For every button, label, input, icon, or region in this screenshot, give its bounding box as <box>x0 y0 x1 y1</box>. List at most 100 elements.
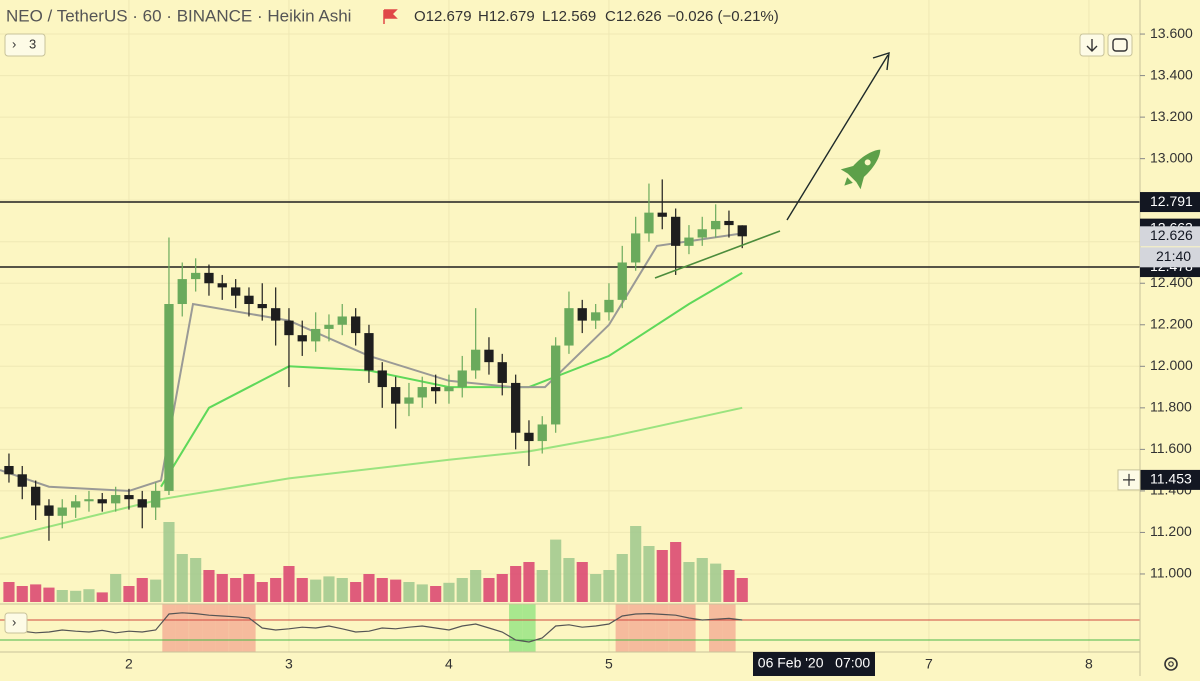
candle-body <box>364 333 374 371</box>
candle-body <box>711 220 721 230</box>
candle-body <box>457 370 467 388</box>
price-label: 12.791 <box>1150 193 1193 209</box>
volume-bar <box>296 578 308 602</box>
oscillator-zone <box>215 604 229 652</box>
y-tick-label: 12.400 <box>1150 274 1193 290</box>
candle-body <box>84 499 94 502</box>
settings-button[interactable] <box>1164 657 1178 671</box>
volume-bar <box>216 574 228 602</box>
volume-bar <box>470 570 482 602</box>
candle-body <box>431 387 441 392</box>
volume-bar <box>736 578 748 602</box>
y-tick-label: 13.200 <box>1150 108 1193 124</box>
volume-bar <box>510 566 522 602</box>
chevron: › <box>12 36 16 51</box>
volume-bar <box>616 554 628 602</box>
candle-body <box>631 233 641 263</box>
indicator-count[interactable]: 3 <box>29 36 36 51</box>
volume-bar <box>416 584 428 602</box>
volume-bar <box>683 562 695 602</box>
candle-body <box>497 362 507 383</box>
volume-bar <box>83 589 95 602</box>
volume-bar <box>96 592 108 602</box>
candle-body <box>284 320 294 336</box>
x-tick-label: 8 <box>1085 656 1093 672</box>
candle-body <box>271 308 281 321</box>
oscillator-zone <box>202 604 216 652</box>
y-tick-label: 13.400 <box>1150 66 1193 82</box>
price-label-bg <box>1140 226 1200 247</box>
volume-bar <box>710 563 722 602</box>
volume-bar <box>483 578 495 602</box>
volume-bar <box>630 526 642 602</box>
candle-body <box>644 212 654 234</box>
candle-body <box>657 212 667 217</box>
y-tick-label: 11.000 <box>1150 565 1192 581</box>
indicators-button[interactable]: › 3 <box>4 33 46 57</box>
candle-body <box>684 237 694 246</box>
volume-bar <box>323 576 335 602</box>
volume-bar <box>550 539 562 602</box>
oscillator-zone <box>229 604 243 652</box>
volume-bar <box>456 578 468 602</box>
x-tick-label: 7 <box>925 656 933 672</box>
candle-body <box>404 397 414 404</box>
volume-bar <box>723 570 735 602</box>
candle-body <box>444 387 454 392</box>
candle-body <box>671 216 681 246</box>
oscillator-zone <box>175 604 189 652</box>
ohlc-close: C12.626 <box>605 8 662 25</box>
candle-body <box>511 382 521 433</box>
volume-bar <box>310 579 322 602</box>
y-tick-label: 12.200 <box>1150 315 1193 331</box>
candle-body <box>297 335 307 342</box>
volume-bar <box>390 579 402 602</box>
price-label: 12.626 <box>1150 227 1193 243</box>
candle-body <box>697 229 707 238</box>
volume-bar <box>163 522 175 602</box>
candle-body <box>71 501 81 508</box>
candle-body <box>44 505 54 516</box>
volume-bar <box>496 574 508 602</box>
y-tick-label: 11.600 <box>1150 440 1192 456</box>
candle-body <box>217 283 227 288</box>
ohlc-change: −0.026 (−0.21%) <box>667 8 779 25</box>
candle-body <box>377 370 387 388</box>
oscillator-zone <box>682 604 696 652</box>
price-label-bg <box>1140 469 1200 490</box>
candle-body <box>244 295 254 305</box>
pane-expand-button[interactable]: › <box>4 612 28 634</box>
ohlc-open: O12.679 <box>414 8 472 25</box>
oscillator-zone <box>669 604 683 652</box>
candle-body <box>417 387 427 398</box>
candle-body <box>524 432 534 442</box>
candle-body <box>537 424 547 442</box>
candle-body <box>391 387 401 404</box>
plot <box>0 179 1140 652</box>
countdown-bg <box>1140 247 1200 268</box>
candle-body <box>591 312 601 321</box>
scroll-button[interactable] <box>1079 33 1105 57</box>
candle-body <box>337 316 347 325</box>
volume-bar <box>283 566 295 602</box>
ohlc-high: H12.679 <box>478 8 535 25</box>
candle-body <box>31 486 41 506</box>
reset-button[interactable] <box>1107 33 1133 57</box>
crosshair-plus <box>1123 473 1135 486</box>
volume-bar <box>536 570 548 602</box>
moving-average <box>0 406 743 540</box>
arrow-line <box>786 54 889 221</box>
volume-bar <box>43 587 55 602</box>
x-tick-label: 3 <box>285 656 293 672</box>
candle-body <box>111 495 121 504</box>
candle-body <box>737 225 747 237</box>
volume-bar <box>256 582 268 602</box>
candle-body <box>57 507 67 516</box>
countdown: 21:40 <box>1156 248 1191 264</box>
candle-body <box>151 490 161 508</box>
x-tick-label: 4 <box>445 656 453 672</box>
svg-text:›: › <box>12 614 16 629</box>
candle-body <box>724 220 734 226</box>
oscillator-zone <box>242 604 256 652</box>
